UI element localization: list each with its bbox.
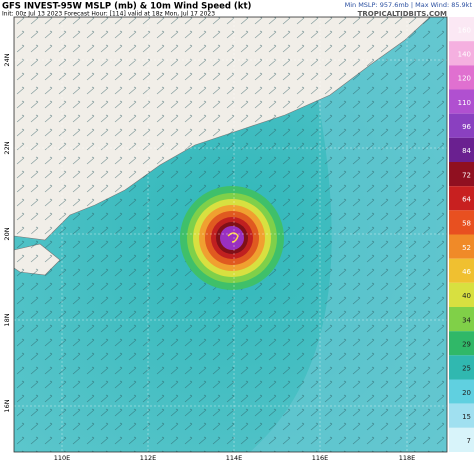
stats: Min MSLP: 957.6mb | Max Wind: 85.9kt [345, 1, 473, 9]
subtitle: Init: 00z Jul 13 2023 Forecast Hour: [11… [2, 11, 215, 18]
colorbar-band [449, 234, 474, 259]
map [14, 17, 447, 452]
lat-labels: 24N 22N 20N 18N 16N [3, 53, 11, 412]
colorbar-band [449, 17, 474, 42]
colorbar-label: 84 [462, 147, 471, 155]
lon-label: 118E [399, 454, 416, 462]
colorbar-band [449, 41, 474, 66]
colorbar-band [449, 210, 474, 235]
lon-label: 110E [54, 454, 71, 462]
colorbar-band [449, 65, 474, 90]
colorbar: 160 140 120 110 96 84 72 64 58 52 46 40 34 29 25 20 15 7 [449, 17, 474, 452]
colorbar-label: 96 [462, 123, 471, 131]
colorbar-label: 52 [462, 244, 471, 252]
colorbar-label: 7 [467, 437, 471, 445]
lat-label: 22N [3, 141, 11, 154]
colorbar-band [449, 258, 474, 283]
colorbar-band [449, 427, 474, 452]
lat-label: 24N [3, 53, 11, 66]
colorbar-label: 34 [462, 316, 471, 324]
map-frame [13, 16, 448, 453]
colorbar-label: 46 [462, 268, 471, 276]
wind-ring [220, 226, 244, 250]
colorbar-label: 110 [458, 99, 471, 107]
colorbar-band [449, 307, 474, 332]
colorbar-band [449, 113, 474, 138]
colorbar-band [449, 403, 474, 428]
colorbar-label: 72 [462, 171, 471, 179]
lon-label: 116E [312, 454, 329, 462]
cyclone [180, 186, 284, 290]
colorbar-band [449, 355, 474, 380]
colorbar-label: 40 [462, 292, 471, 300]
colorbar-band [449, 186, 474, 211]
lat-label: 16N [3, 399, 11, 412]
colorbar-band [449, 331, 474, 356]
colorbar-label: 140 [458, 50, 471, 58]
colorbar-label: 58 [462, 220, 471, 228]
colorbar-label: 160 [458, 26, 471, 34]
colorbar-label: 29 [462, 340, 471, 348]
graticule [14, 17, 447, 452]
colorbar-band [449, 89, 474, 114]
colorbar-label: 25 [462, 365, 471, 373]
colorbar-band [449, 282, 474, 307]
lon-label: 112E [140, 454, 157, 462]
credit: TROPICALTIDBITS.COM [358, 10, 447, 18]
lat-label: 20N [3, 227, 11, 240]
lon-labels: 110E 112E 114E 116E 118E [54, 454, 416, 462]
lon-label: 114E [226, 454, 243, 462]
title: GFS INVEST-95W MSLP (mb) & 10m Wind Spee… [2, 2, 252, 12]
colorbar-label: 20 [462, 389, 471, 397]
colorbar-band [449, 137, 474, 162]
colorbar-label: 64 [462, 195, 471, 203]
colorbar-band [449, 379, 474, 404]
colorbar-band [449, 162, 474, 187]
colorbar-label: 15 [462, 413, 471, 421]
colorbar-label: 120 [458, 75, 471, 83]
lat-label: 18N [3, 313, 11, 326]
